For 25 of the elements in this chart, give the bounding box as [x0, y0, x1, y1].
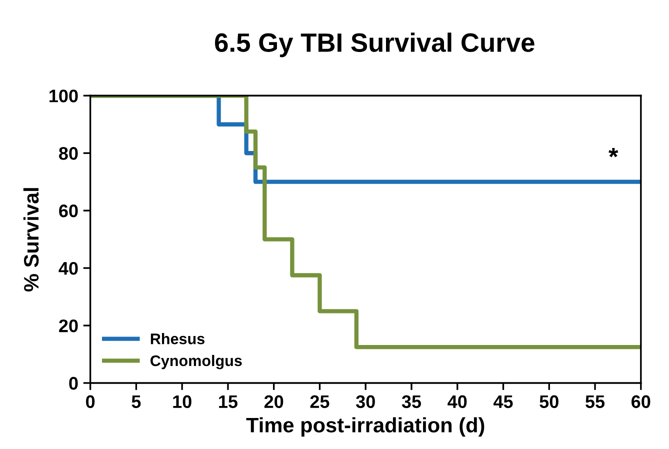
- x-tick-label: 30: [356, 395, 375, 408]
- x-tick-label: 0: [86, 395, 95, 408]
- x-axis-title: Time post-irradiation (d): [246, 417, 484, 437]
- x-tick-label: 45: [493, 395, 513, 408]
- y-tick-label: 60: [59, 204, 78, 218]
- x-tick-label: 40: [448, 395, 467, 408]
- x-tick-label: 20: [264, 395, 284, 408]
- x-tick-label: 5: [132, 395, 141, 408]
- x-tick-label: 10: [173, 395, 192, 408]
- legend-label: Cynomolgus: [150, 354, 242, 370]
- y-tick-label: 40: [58, 262, 78, 275]
- annotation: *: [608, 148, 618, 158]
- x-tick-label: 50: [540, 395, 558, 408]
- chart-title: 6.5 Gy TBI Survival Curve: [215, 32, 534, 58]
- y-tick-label: 20: [59, 319, 78, 332]
- y-axis-title: % Survival: [23, 188, 39, 292]
- y-tick-label: 80: [59, 147, 78, 160]
- x-tick-label: 15: [219, 395, 238, 408]
- y-tick-label: 100: [50, 90, 78, 102]
- x-tick-label: 60: [632, 395, 650, 408]
- x-tick-label: 25: [310, 395, 330, 408]
- y-tick-label: 0: [69, 376, 78, 390]
- x-tick-label: 35: [402, 395, 422, 408]
- x-tick-label: 55: [586, 395, 605, 408]
- legend-label: Rhesus: [150, 333, 204, 344]
